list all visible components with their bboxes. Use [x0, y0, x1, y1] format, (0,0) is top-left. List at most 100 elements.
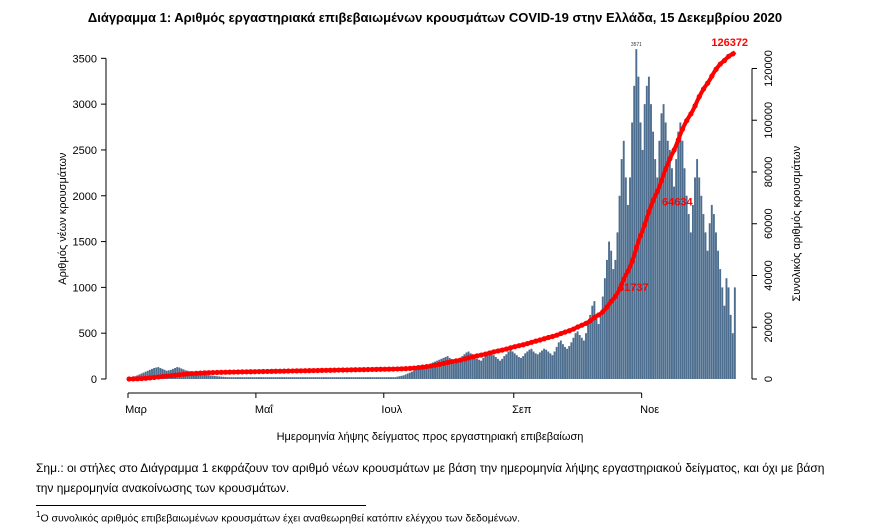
cumulative-point: [688, 111, 694, 117]
bar: [278, 377, 281, 379]
cumulative-point: [638, 232, 644, 239]
bar: [687, 214, 690, 379]
bar: [283, 377, 286, 379]
bar: [396, 376, 399, 379]
bar: [329, 377, 332, 379]
bar: [207, 375, 210, 379]
bar: [354, 377, 357, 379]
bar: [434, 361, 436, 379]
cumulative-point: [487, 350, 493, 356]
bar: [727, 287, 730, 379]
bar: [413, 370, 416, 379]
bar: [595, 314, 598, 379]
bar: [199, 373, 202, 379]
bar: [593, 301, 596, 379]
x-tick-label: Νοε: [640, 404, 659, 416]
bar: [710, 204, 713, 379]
cumulative-point: [470, 354, 476, 360]
cumulative-point: [440, 360, 447, 367]
bar: [505, 354, 508, 379]
bar: [488, 351, 491, 379]
cumulative-point: [201, 370, 208, 376]
bar: [142, 372, 145, 379]
cumulative-point: [365, 366, 371, 373]
bar: [656, 177, 659, 379]
bar: [626, 204, 629, 379]
cumulative-point: [336, 367, 342, 373]
cumulative-point: [520, 342, 526, 348]
cumulative-point: [168, 373, 174, 379]
bar: [589, 314, 592, 379]
bar: [658, 140, 661, 379]
bar: [348, 377, 351, 379]
bar: [197, 373, 200, 379]
cumulative-point: [461, 356, 468, 362]
bar: [572, 337, 575, 379]
cumulative-point: [533, 338, 539, 344]
cumulative-point: [327, 367, 333, 373]
cumulative-point: [570, 326, 577, 332]
bar: [566, 348, 569, 379]
cumulative-point: [403, 366, 409, 372]
cumulative-point: [675, 137, 681, 143]
cumulative-point: [277, 368, 283, 374]
cumulative-point: [541, 336, 547, 342]
bar: [230, 377, 233, 379]
bar: [473, 357, 476, 379]
cumulative-point: [428, 363, 434, 369]
y-right-tick-label: 20000: [763, 312, 775, 343]
cumulative-point: [508, 345, 514, 351]
cumulative-point: [193, 370, 199, 376]
cumulative-point: [633, 245, 640, 251]
cumulative-point: [625, 268, 631, 274]
bar: [513, 353, 516, 379]
bar: [492, 355, 495, 379]
cumulative-point: [218, 369, 224, 375]
cumulative-point: [700, 86, 707, 92]
bar: [440, 358, 443, 379]
cumulative-point: [537, 337, 543, 343]
cumulative-point: [545, 334, 551, 341]
bar: [561, 344, 564, 379]
cumulative-label: 64634: [662, 197, 693, 209]
bar: [689, 232, 692, 379]
cumulative-point: [143, 375, 149, 381]
bar: [629, 177, 631, 379]
cumulative-point: [612, 293, 619, 299]
bar: [243, 377, 246, 379]
cumulative-point: [726, 53, 732, 59]
cumulative-point: [139, 375, 145, 382]
chart-title: Διάγραμμα 1: Αριθμός εργαστηριακά επιβεβ…: [87, 10, 783, 25]
cumulative-point: [310, 367, 317, 374]
bar: [725, 278, 728, 379]
bar: [302, 377, 304, 379]
bar: [530, 348, 533, 379]
bar: [547, 351, 550, 379]
bar: [553, 351, 556, 379]
bar: [379, 377, 382, 379]
cumulative-point: [684, 118, 690, 124]
bar: [645, 85, 648, 379]
bar: [545, 349, 548, 379]
bar: [375, 377, 378, 379]
cumulative-point: [164, 373, 170, 379]
bar: [245, 377, 248, 379]
bar: [683, 168, 686, 379]
x-tick-label: Σεπ: [512, 404, 532, 416]
cumulative-point: [466, 355, 472, 361]
cumulative-point: [730, 51, 736, 57]
bar: [455, 362, 457, 379]
bar: [260, 377, 262, 379]
bar: [591, 305, 594, 379]
bar: [681, 140, 684, 379]
bar: [452, 361, 455, 379]
bar: [299, 377, 302, 379]
bar: [358, 377, 361, 379]
cumulative-point: [516, 343, 522, 349]
bar: [708, 223, 711, 379]
bar: [383, 377, 386, 379]
bar: [551, 355, 554, 379]
bar: [268, 377, 271, 379]
cumulative-point: [415, 365, 421, 371]
bar: [448, 357, 451, 379]
